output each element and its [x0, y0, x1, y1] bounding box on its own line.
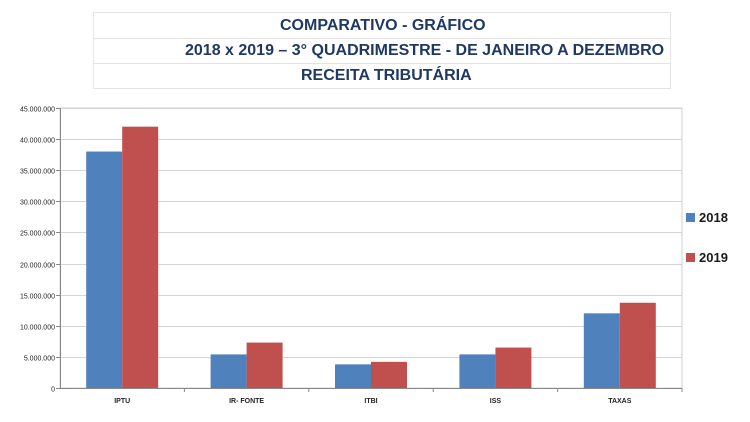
- y-tick-label: 25.000.000: [20, 231, 55, 238]
- legend-label-2018: 2018: [699, 210, 728, 225]
- x-tick-label: IR- FONTE: [229, 398, 264, 405]
- legend-swatch-2018: [686, 213, 695, 222]
- x-tick-label: TAXAS: [608, 398, 632, 405]
- title-row-3: RECEITA TRIBUTÁRIA: [94, 63, 670, 89]
- y-tick-label: 15.000.000: [20, 294, 55, 301]
- y-tick-label: 45.000.000: [20, 107, 55, 114]
- y-tick-label: 10.000.000: [20, 325, 55, 332]
- legend-label-2019: 2019: [699, 250, 728, 265]
- y-tick-label: 40.000.000: [20, 138, 55, 145]
- bar-2019-taxas: [619, 302, 656, 388]
- bar-2018-itbi: [335, 364, 371, 388]
- y-tick-label: 20.000.000: [20, 263, 55, 270]
- legend-item-2019: 2019: [686, 250, 728, 266]
- y-tick-label: 35.000.000: [20, 169, 55, 176]
- chart-subtitle-category: RECEITA TRIBUTÁRIA: [301, 67, 472, 84]
- bar-2018-taxas: [583, 313, 620, 388]
- chart-title: COMPARATIVO - GRÁFICO: [280, 17, 486, 34]
- legend-item-2018: 2018: [686, 210, 728, 226]
- title-row-1: COMPARATIVO - GRÁFICO: [94, 13, 670, 39]
- bar-2019-iptu: [122, 126, 159, 389]
- title-row-2: 2018 x 2019 – 3° QUADRIMESTRE - DE JANEI…: [94, 38, 670, 64]
- x-tick-label: ISS: [490, 398, 502, 405]
- bar-2019-ir-fonte: [246, 342, 283, 388]
- bar-2018-iptu: [86, 151, 123, 388]
- chart-title-box: COMPARATIVO - GRÁFICO 2018 x 2019 – 3° Q…: [93, 12, 671, 89]
- x-tick-label: IPTU: [114, 398, 130, 405]
- bar-2018-ir-fonte: [210, 354, 247, 388]
- bar-2019-iss: [495, 347, 532, 388]
- y-tick-label: 0: [51, 387, 55, 394]
- chart-subtitle-period: 2018 x 2019 – 3° QUADRIMESTRE - DE JANEI…: [185, 42, 665, 59]
- bar-2018-iss: [459, 354, 496, 388]
- bar-2019-itbi: [371, 361, 407, 388]
- legend-swatch-2019: [686, 253, 695, 262]
- y-tick-label: 30.000.000: [20, 200, 55, 207]
- x-tick-label: ITBI: [364, 398, 377, 405]
- y-tick-label: 5.000.000: [24, 356, 55, 363]
